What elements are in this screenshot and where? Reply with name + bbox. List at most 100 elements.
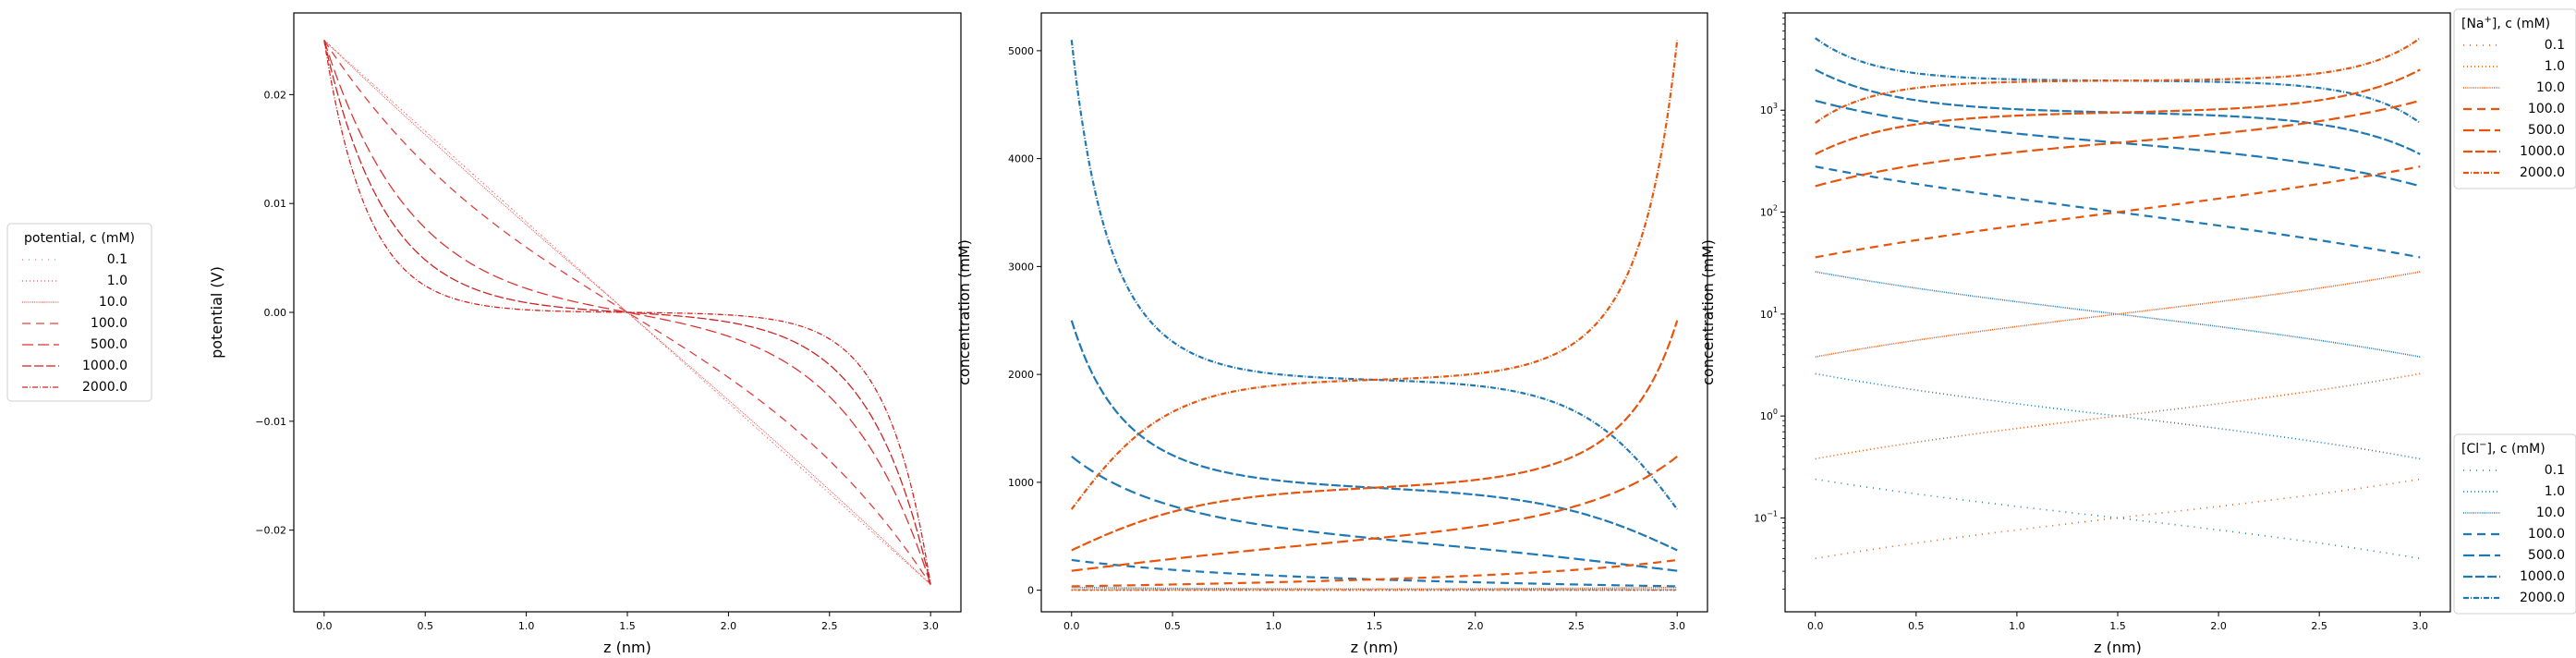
cl-legend-title-charge: − bbox=[2479, 440, 2486, 450]
na-legend-title-prefix: [Na bbox=[2461, 17, 2485, 31]
y-axis-label: concentration (mM) bbox=[955, 239, 973, 385]
y-tick-label: 101 bbox=[1760, 306, 1778, 321]
na-legend-title-suffix: ], c (mM) bbox=[2492, 17, 2550, 31]
y-tick-label: 0.00 bbox=[264, 307, 287, 319]
potential-legend-label: 2000.0 bbox=[82, 380, 128, 395]
conc-line-Cl--100 bbox=[1071, 558, 1678, 588]
y-tick-label: 10−1 bbox=[1754, 509, 1778, 524]
potential-legend-label: 10.0 bbox=[99, 295, 128, 310]
log-conc-line-Na+-1 bbox=[1815, 372, 2421, 460]
x-tick-label: 2.0 bbox=[721, 620, 737, 632]
x-tick-label: 0.5 bbox=[417, 620, 433, 632]
x-axis-label: z (nm) bbox=[603, 639, 651, 656]
x-tick-label: 0.5 bbox=[1908, 620, 1925, 632]
x-tick-label: 0.5 bbox=[1164, 620, 1181, 632]
conc-line-Na+-10 bbox=[1071, 586, 1678, 591]
na-legend-label: 1.0 bbox=[2545, 59, 2565, 74]
y-tick-label: −0.02 bbox=[255, 525, 286, 537]
na-legend bbox=[2453, 8, 2576, 189]
cl-legend-label: 1000.0 bbox=[2520, 569, 2565, 584]
potential-line-2000.0 bbox=[323, 40, 931, 585]
cl-legend-title: [Cl−], c (mM) bbox=[2461, 440, 2546, 457]
potential-legend-label: 1000.0 bbox=[82, 359, 128, 373]
x-tick-label: 1.0 bbox=[2009, 620, 2025, 632]
na-legend-label: 100.0 bbox=[2528, 102, 2565, 116]
y-tick-label: 1000 bbox=[1008, 477, 1034, 489]
x-axis-label: z (nm) bbox=[1351, 639, 1399, 656]
y-tick-label: 2000 bbox=[1008, 369, 1034, 381]
na-legend-title-charge: + bbox=[2485, 15, 2492, 25]
potential-line-500.0 bbox=[323, 40, 931, 585]
y-tick-label: 103 bbox=[1760, 102, 1778, 116]
y-tick-label: 0.02 bbox=[264, 89, 287, 101]
y-tick-label: 3000 bbox=[1008, 261, 1034, 273]
concentration-linear-panel: 0.0 0.5 1.0 1.5 2.0 2.5 3.0 0 1000 2000 3000 4000 50… bbox=[955, 12, 1708, 656]
x-tick-label: 2.0 bbox=[2210, 620, 2227, 632]
x-tick-label: 0.0 bbox=[316, 620, 333, 632]
y-tick-label: 4000 bbox=[1008, 153, 1034, 165]
y-tick-label: 102 bbox=[1760, 204, 1778, 219]
x-tick-label: 0.0 bbox=[1063, 620, 1080, 632]
cl-legend bbox=[2453, 433, 2576, 615]
potential-line-100.0 bbox=[323, 40, 931, 585]
x-tick-label: 3.0 bbox=[922, 620, 939, 632]
conc-line-Na+-2000 bbox=[1070, 40, 1679, 510]
y-tick-label: −0.01 bbox=[255, 416, 286, 428]
potential-legend-label: 1.0 bbox=[107, 274, 128, 288]
x-tick-label: 0.0 bbox=[1807, 620, 1824, 632]
na-legend-label: 0.1 bbox=[2545, 38, 2565, 53]
cl-legend-label: 2000.0 bbox=[2520, 591, 2565, 605]
x-tick-label: 1.5 bbox=[1367, 620, 1383, 632]
potential-legend-title: potential, c (mM) bbox=[24, 231, 135, 246]
y-tick-label: 0 bbox=[1027, 585, 1034, 597]
x-tick-label: 2.5 bbox=[821, 620, 838, 632]
x-tick-label: 1.0 bbox=[518, 620, 535, 632]
y-axis-label: concentration (mM) bbox=[1699, 239, 1717, 385]
legends: potential, c (mM)0.11.010.0100.0500.0100… bbox=[6, 8, 2576, 615]
y-tick-exponent: 1 bbox=[1773, 306, 1778, 314]
log-conc-line-Na+-1000 bbox=[1815, 68, 2421, 155]
potential-line-0.1 bbox=[323, 40, 931, 585]
log-conc-line-Na+-10 bbox=[1815, 271, 2421, 358]
y-tick-label: 0.01 bbox=[264, 198, 287, 210]
potential-line-10.0 bbox=[323, 40, 931, 585]
y-axis-label: potential (V) bbox=[208, 266, 225, 359]
y-tick-label: 5000 bbox=[1008, 45, 1034, 57]
na-legend-label: 1000.0 bbox=[2520, 144, 2565, 159]
y-tick-exponent: 3 bbox=[1773, 102, 1778, 110]
x-tick-label: 2.0 bbox=[1467, 620, 1484, 632]
y-tick-exponent: 0 bbox=[1773, 408, 1778, 416]
cl-legend-label: 500.0 bbox=[2528, 548, 2565, 563]
y-tick-label: 100 bbox=[1760, 408, 1778, 422]
potential-legend-label: 100.0 bbox=[91, 316, 128, 331]
potential-legend-label: 0.1 bbox=[107, 252, 128, 267]
conc-line-Na+-100 bbox=[1071, 558, 1678, 588]
cl-legend-title-prefix: [Cl bbox=[2461, 442, 2479, 457]
potential-panel: 0.0 0.5 1.0 1.5 2.0 2.5 3.0 −0.02 −0.01 0.00 0.01 0… bbox=[208, 12, 962, 656]
cl-legend-label: 1.0 bbox=[2545, 484, 2565, 499]
cl-legend-label: 10.0 bbox=[2536, 506, 2565, 520]
x-tick-label: 1.0 bbox=[1266, 620, 1282, 632]
log-conc-line-Na+-0.1 bbox=[1815, 478, 2421, 560]
x-tick-label: 2.5 bbox=[1568, 620, 1585, 632]
log-conc-line-Cl--1 bbox=[1815, 372, 2421, 460]
axes-frame bbox=[1784, 12, 2451, 613]
x-axis-label: z (nm) bbox=[2094, 639, 2142, 656]
log-conc-line-Na+-100 bbox=[1815, 165, 2421, 259]
log-conc-line-Cl--0.1 bbox=[1815, 478, 2421, 560]
x-tick-label: 1.5 bbox=[619, 620, 636, 632]
x-tick-label: 3.0 bbox=[2412, 620, 2429, 632]
potential-legend-label: 500.0 bbox=[91, 337, 128, 352]
log-conc-line-Na+-2000 bbox=[1815, 37, 2421, 124]
na-legend-label: 500.0 bbox=[2528, 123, 2565, 138]
cl-legend-label: 0.1 bbox=[2545, 463, 2565, 478]
potential-legend bbox=[6, 223, 152, 402]
x-tick-label: 1.5 bbox=[2109, 620, 2126, 632]
x-tick-label: 2.5 bbox=[2311, 620, 2327, 632]
x-tick-label: 3.0 bbox=[1669, 620, 1685, 632]
cl-legend-title-suffix: ], c (mM) bbox=[2487, 442, 2546, 457]
y-tick-exponent: −1 bbox=[1767, 509, 1778, 518]
y-tick-exponent: 2 bbox=[1773, 204, 1778, 213]
